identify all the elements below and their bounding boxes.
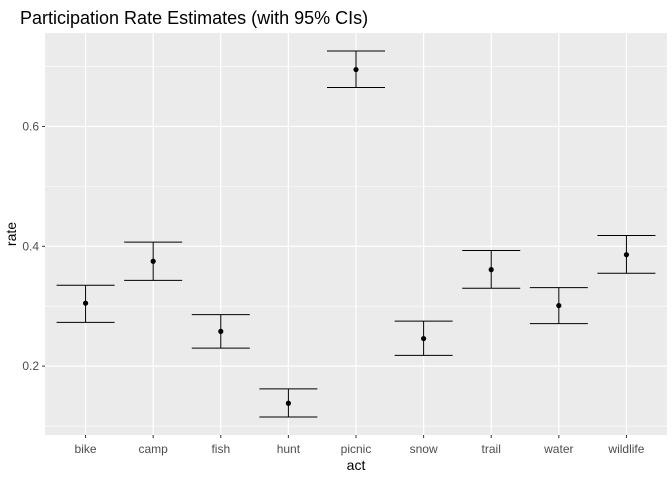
gridlines [45,33,667,435]
point-picnic [353,66,359,73]
y-tick-label: 0.4 [22,239,39,253]
x-tick-label: snow [410,442,438,456]
x-axis-title: act [347,457,366,473]
point-snow [421,335,427,342]
y-tick-label: 0.2 [22,359,39,373]
x-axis: bike camp fish hunt picnic snow trail water wild… [75,435,645,456]
error-bars [56,50,656,418]
x-tick-label: hunt [277,442,301,456]
point-fish [218,328,224,334]
x-tick-label: fish [211,442,230,456]
x-tick-label: picnic [341,442,372,456]
point-water [556,302,562,309]
x-tick-label: bike [75,442,97,456]
chart-title: Participation Rate Estimates (with 95% C… [20,8,368,28]
x-tick-label: trail [482,442,501,456]
y-axis: 0.2 0.4 0.6 [22,119,45,373]
y-axis-title: rate [3,222,19,246]
point-wildlife [623,252,630,258]
x-tick-label: wildlife [607,442,644,456]
point-bike [82,300,89,306]
x-tick-label: water [543,442,573,456]
point-camp [150,258,156,264]
point-hunt [285,400,291,406]
y-tick-label: 0.6 [22,119,39,133]
point-trail [488,267,494,273]
x-tick-label: camp [139,442,169,456]
